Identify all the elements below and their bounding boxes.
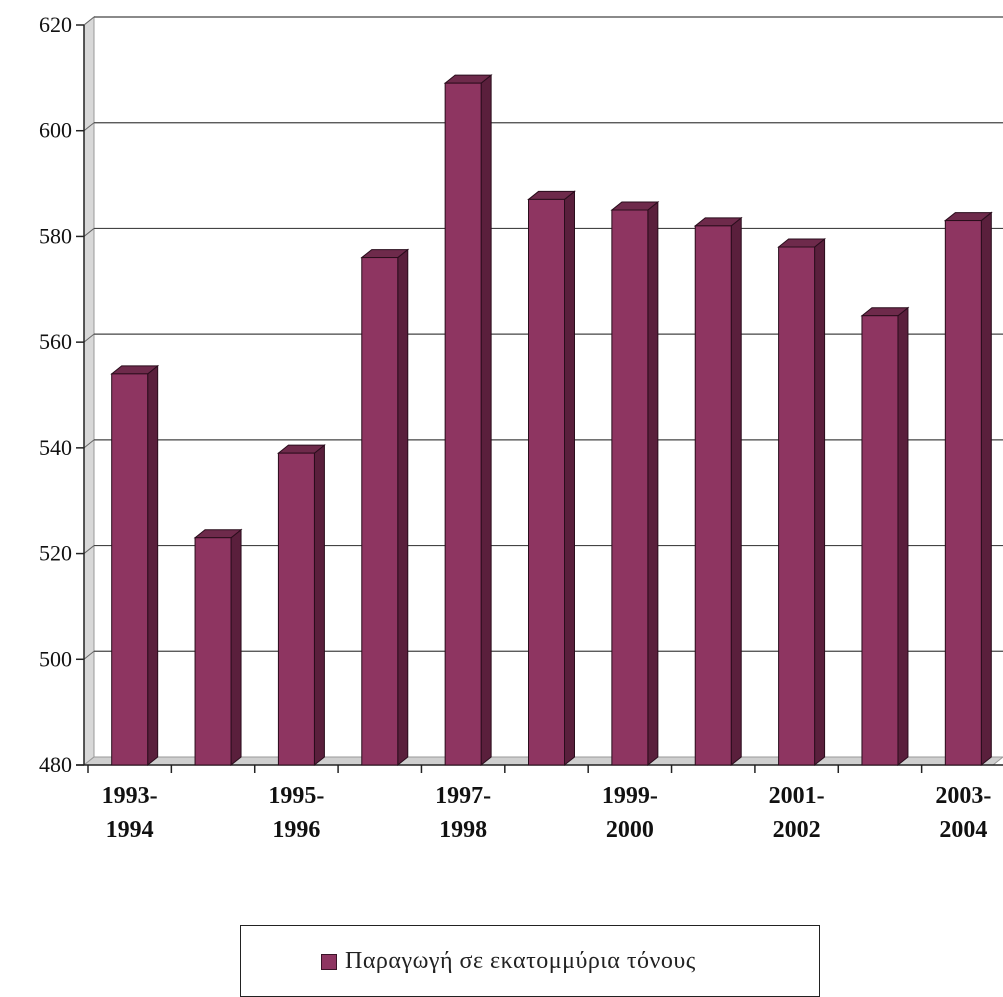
y-tick-label: 500 (39, 646, 72, 671)
bar-chart: 480 500 520 540 560 580 600 620 1993- 1994 1995- 19… (39, 12, 1003, 843)
gridline-depth (83, 650, 95, 660)
bar (111, 373, 149, 766)
bar (861, 315, 899, 766)
bar-side (897, 306, 909, 767)
x-tick-label: 1995- (268, 783, 324, 809)
bar-side (647, 200, 659, 767)
bar (778, 246, 816, 766)
x-tick-label: 1997- (435, 783, 491, 809)
legend-item: Παραγωγή σε εκατομμύρια τόνους (321, 948, 696, 975)
x-tick-label: 2004 (939, 817, 987, 843)
legend: Παραγωγή σε εκατομμύρια τόνους (240, 925, 820, 997)
bar-side (980, 211, 992, 767)
bar (694, 225, 732, 766)
y-tick-label: 620 (39, 12, 72, 37)
x-tick-label: 1996 (272, 817, 320, 843)
bar (194, 537, 232, 766)
legend-label: Παραγωγή σε εκατομμύρια τόνους (345, 948, 696, 974)
y-tick-label: 480 (39, 752, 72, 777)
bar (611, 209, 649, 766)
gridline-depth (83, 333, 95, 343)
gridline-depth (83, 545, 95, 554)
x-tick-label: 2002 (773, 817, 821, 843)
y-tick-label: 580 (39, 223, 72, 248)
x-tick-label: 2003- (935, 783, 991, 809)
bar-side (147, 364, 159, 767)
legend-swatch-icon (321, 953, 337, 970)
gridline-depth (83, 122, 95, 132)
bar (277, 452, 315, 766)
bar-side (230, 528, 242, 767)
x-tick-label: 2001- (769, 783, 825, 809)
bar (444, 82, 482, 766)
x-tick-label: 1999- (602, 783, 658, 809)
bar (361, 257, 399, 766)
y-tick-label: 520 (39, 541, 72, 566)
bar (944, 220, 982, 766)
x-tick-label: 1998 (439, 817, 487, 843)
bar-side (730, 216, 742, 767)
x-tick-label: 1993- (102, 783, 158, 809)
bar-side (814, 237, 826, 767)
y-tick-label: 600 (39, 118, 72, 143)
gridline-depth (83, 16, 95, 26)
bar-side (397, 248, 409, 767)
bar-side (564, 190, 575, 767)
y-tick-label: 540 (39, 435, 72, 460)
gridline-depth (83, 228, 95, 237)
gridline-depth (83, 439, 95, 449)
x-tick-label: 1994 (106, 817, 154, 843)
bar-side (480, 74, 492, 767)
bar-side (313, 444, 325, 767)
x-tick-label: 2000 (606, 817, 654, 843)
bar (528, 198, 565, 766)
y-tick-label: 560 (39, 329, 72, 354)
